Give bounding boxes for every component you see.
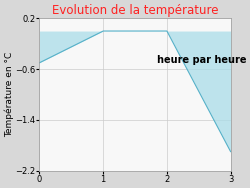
Y-axis label: Température en °C: Température en °C bbox=[4, 52, 14, 137]
Title: Evolution de la température: Evolution de la température bbox=[52, 4, 218, 17]
Text: heure par heure: heure par heure bbox=[157, 55, 247, 65]
